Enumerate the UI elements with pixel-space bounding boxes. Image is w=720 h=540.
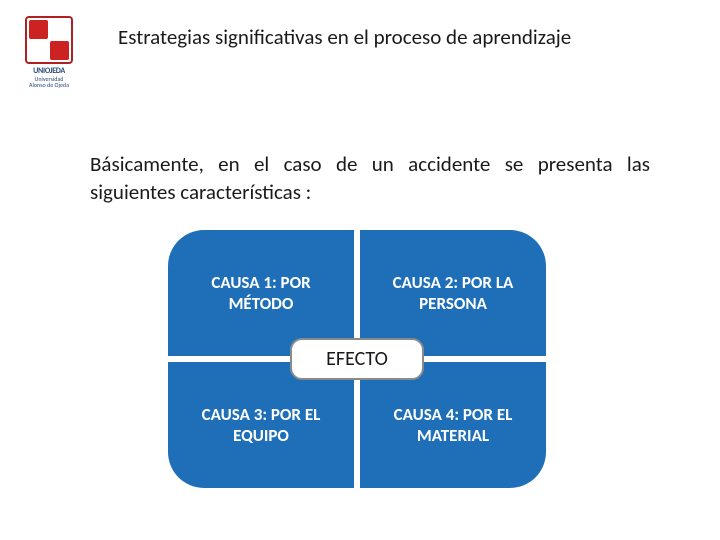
effect-center-pill: EFECTO — [290, 338, 424, 380]
page-title: Estrategias significativas en el proceso… — [118, 24, 571, 50]
logo-line3: Alonso de Ojeda — [29, 82, 69, 88]
cause-4-box: CAUSA 4: POR EL MATERIAL — [360, 362, 546, 488]
description-text: Básicamente, en el caso de un accidente … — [90, 150, 650, 207]
logo-shield-icon — [25, 16, 73, 64]
university-logo: UNIOJEDA Universidad Alonso de Ojeda — [18, 16, 80, 94]
cause-3-box: CAUSA 3: POR EL EQUIPO — [168, 362, 354, 488]
cause-effect-diagram: CAUSA 1: POR MÉTODO CAUSA 2: POR LA PERS… — [168, 230, 546, 488]
